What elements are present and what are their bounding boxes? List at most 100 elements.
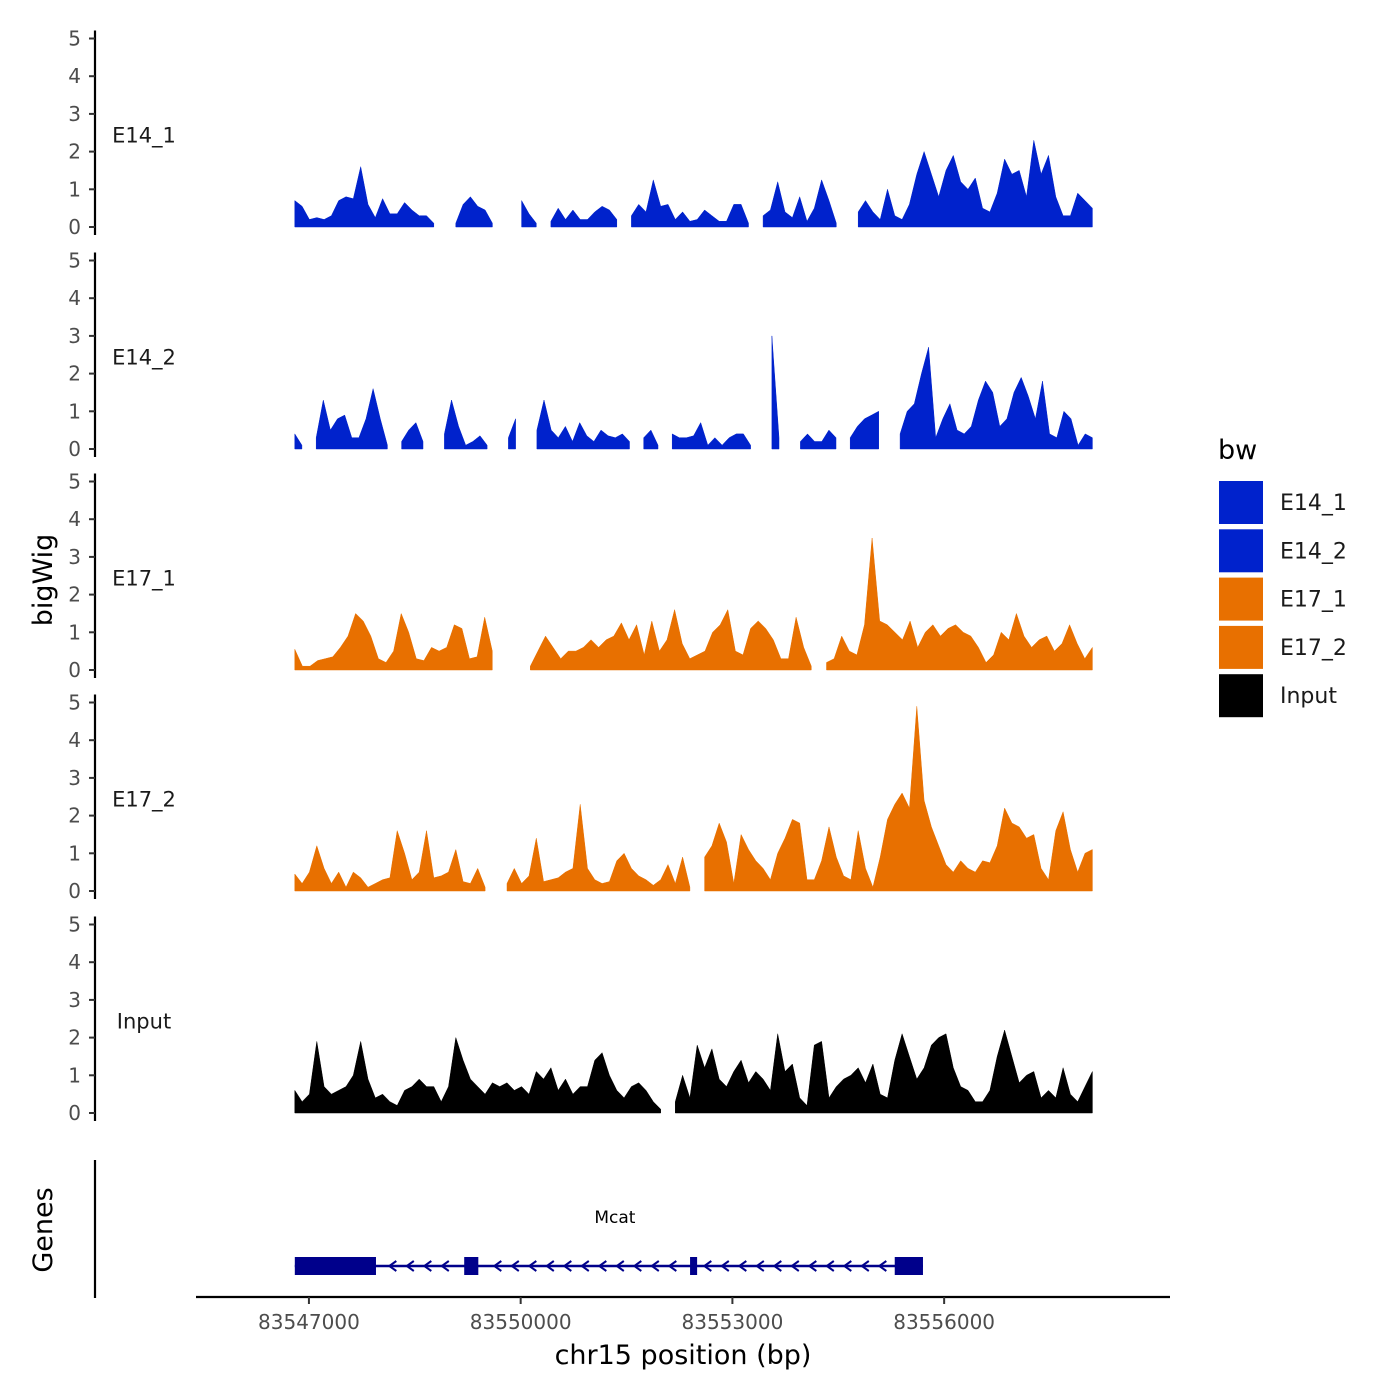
strand-arrow bbox=[807, 1260, 817, 1272]
signal-area-E17_2 bbox=[704, 706, 1093, 892]
signal-area-E17_2 bbox=[294, 830, 486, 892]
y-tick-label: 4 bbox=[68, 286, 81, 310]
x-axis-title: chr15 position (bp) bbox=[555, 1340, 812, 1371]
gene-exon bbox=[464, 1257, 479, 1275]
signal-area-E14_1 bbox=[550, 206, 618, 228]
signal-area-E14_2 bbox=[643, 429, 659, 450]
track-E17_1: 0 1 2 3 4 5 E17_1 bbox=[68, 470, 1093, 682]
signal-area-E14_2 bbox=[800, 429, 837, 450]
y-tick-label: 4 bbox=[68, 950, 81, 974]
x-tick-label: 83550000 bbox=[470, 1310, 572, 1334]
y-tick-label: 5 bbox=[68, 691, 81, 715]
x-tick-label: 83556000 bbox=[893, 1310, 995, 1334]
strand-arrow bbox=[422, 1260, 432, 1272]
strand-arrow bbox=[527, 1260, 537, 1272]
gene-panel: Mcat bbox=[93, 1160, 923, 1298]
track-E14_1: 0 1 2 3 4 5 E14_1 bbox=[68, 27, 1093, 239]
signal-area-E14_1 bbox=[521, 199, 537, 228]
legend-swatch-E17_2 bbox=[1219, 625, 1263, 669]
y-tick-label: 3 bbox=[68, 324, 81, 348]
gene-panel-title: Genes bbox=[28, 1187, 59, 1272]
y-tick-label: 0 bbox=[68, 658, 81, 682]
x-tick-label: 83553000 bbox=[682, 1310, 784, 1334]
signal-tracks: 0 1 2 3 4 5 E14_1 0 1 2 3 4 5 E14_2 0 1 2 3 4 5 E17_1 0 1 2 3 4 5 E… bbox=[68, 27, 1093, 1125]
strand-arrow bbox=[720, 1260, 730, 1272]
y-tick-label: 0 bbox=[68, 1101, 81, 1125]
signal-area-E14_1 bbox=[857, 140, 1093, 228]
strand-arrow bbox=[650, 1260, 660, 1272]
strand-arrow bbox=[737, 1260, 747, 1272]
track-E14_2: 0 1 2 3 4 5 E14_2 bbox=[68, 249, 1093, 461]
signal-area-E14_2 bbox=[771, 335, 780, 450]
signal-area-E14_1 bbox=[455, 196, 493, 228]
signal-area-E14_2 bbox=[444, 399, 488, 450]
y-tick-label: 1 bbox=[68, 841, 81, 865]
signal-area-E17_1 bbox=[530, 608, 812, 671]
y-tick-label: 5 bbox=[68, 913, 81, 937]
strand-arrow bbox=[860, 1260, 870, 1272]
signal-area-E17_2 bbox=[506, 804, 691, 892]
signal-area-Input bbox=[294, 1037, 661, 1114]
strand-arrow bbox=[877, 1260, 887, 1272]
strand-arrow bbox=[772, 1260, 782, 1272]
gene-exon bbox=[894, 1257, 923, 1275]
legend-swatch-E17_1 bbox=[1219, 577, 1263, 621]
signal-area-E14_1 bbox=[762, 179, 837, 228]
y-tick-label: 5 bbox=[68, 470, 81, 494]
strand-arrow bbox=[790, 1260, 800, 1272]
strand-arrow bbox=[755, 1260, 765, 1272]
signal-area-E14_2 bbox=[508, 418, 516, 450]
legend-label-E17_2: E17_2 bbox=[1280, 636, 1347, 661]
strand-arrow bbox=[387, 1260, 397, 1272]
legend-label-Input: Input bbox=[1280, 684, 1337, 709]
strand-arrow bbox=[492, 1260, 502, 1272]
strand-arrow bbox=[842, 1260, 852, 1272]
signal-area-E17_1 bbox=[826, 537, 1093, 671]
y-tick-label: 1 bbox=[68, 620, 81, 644]
gene-name-label: Mcat bbox=[594, 1208, 635, 1228]
y-tick-label: 3 bbox=[68, 766, 81, 790]
y-tick-label: 5 bbox=[68, 249, 81, 273]
strand-arrow bbox=[632, 1260, 642, 1272]
y-tick-label: 2 bbox=[68, 804, 81, 828]
y-tick-label: 3 bbox=[68, 102, 81, 126]
track-label: Input bbox=[117, 1010, 171, 1034]
y-tick-label: 0 bbox=[68, 879, 81, 903]
legend-label-E14_1: E14_1 bbox=[1280, 491, 1347, 516]
signal-area-E14_1 bbox=[294, 166, 435, 228]
gene-exon bbox=[690, 1257, 698, 1275]
signal-area-Input bbox=[675, 1029, 1093, 1114]
strand-arrow bbox=[615, 1260, 625, 1272]
y-tick-label: 2 bbox=[68, 362, 81, 386]
legend-swatch-E14_2 bbox=[1219, 529, 1263, 573]
y-tick-label: 5 bbox=[68, 27, 81, 51]
track-label: E14_2 bbox=[112, 346, 176, 371]
track-label: E17_1 bbox=[112, 567, 176, 592]
track-Input: 0 1 2 3 4 5 Input bbox=[68, 913, 1093, 1125]
strand-arrow bbox=[825, 1260, 835, 1272]
y-tick-label: 3 bbox=[68, 988, 81, 1012]
track-label: E14_1 bbox=[112, 124, 176, 149]
y-tick-label: 0 bbox=[68, 437, 81, 461]
signal-area-E14_2 bbox=[536, 399, 630, 450]
gene-exon bbox=[294, 1257, 376, 1275]
legend-label-E14_2: E14_2 bbox=[1280, 539, 1347, 564]
strand-arrow bbox=[597, 1260, 607, 1272]
x-tick-label: 83547000 bbox=[258, 1310, 360, 1334]
y-tick-label: 4 bbox=[68, 728, 81, 752]
signal-area-E14_2 bbox=[401, 422, 424, 450]
signal-area-E14_2 bbox=[294, 433, 303, 450]
y-tick-label: 1 bbox=[68, 399, 81, 423]
y-tick-label: 3 bbox=[68, 545, 81, 569]
signal-area-E14_2 bbox=[315, 388, 388, 450]
signal-area-E14_2 bbox=[849, 410, 879, 450]
strand-arrow bbox=[405, 1260, 415, 1272]
y-tick-label: 4 bbox=[68, 64, 81, 88]
legend-title: bw bbox=[1218, 435, 1257, 466]
strand-arrow bbox=[580, 1260, 590, 1272]
strand-arrow bbox=[562, 1260, 572, 1272]
signal-area-E14_2 bbox=[899, 347, 1093, 450]
strand-arrow bbox=[545, 1260, 555, 1272]
track-E17_2: 0 1 2 3 4 5 E17_2 bbox=[68, 691, 1093, 903]
